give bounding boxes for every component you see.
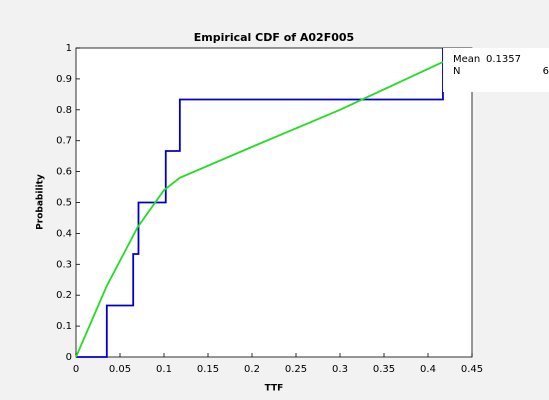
y-tick-label: 1: [66, 43, 72, 54]
y-tick-label: 0.5: [56, 198, 72, 209]
stats-box: Mean 0.1357 N 6: [443, 48, 549, 92]
y-tick-label: 0.9: [56, 74, 72, 85]
x-tick-label: 0.35: [373, 364, 395, 375]
y-tick-label: 0: [66, 352, 72, 363]
series-line: [76, 48, 444, 358]
x-tick-label: 0.1: [156, 364, 172, 375]
y-tick-label: 0.6: [56, 167, 72, 178]
y-tick-label: 0.4: [56, 228, 72, 239]
plot-area: [75, 47, 473, 358]
y-axis-label: Probability: [36, 174, 46, 230]
chart-title: Empirical CDF of A02F005: [194, 31, 354, 44]
x-tick-label: 0.25: [285, 364, 307, 375]
stats-value: 6: [543, 66, 549, 77]
x-tick-label: 0.3: [332, 364, 348, 375]
x-axis-label: TTF: [265, 384, 284, 394]
stats-value: 0.1357: [486, 54, 521, 65]
stats-label: N: [453, 66, 460, 77]
x-tick-label: 0: [73, 364, 79, 375]
y-tick-label: 0.1: [56, 321, 72, 332]
stats-background: [443, 48, 549, 92]
stats-label: Mean: [453, 54, 480, 65]
y-tick-label: 0.2: [56, 290, 72, 301]
x-tick-label: 0.4: [420, 364, 436, 375]
x-tick-label: 0.2: [244, 364, 260, 375]
y-tick-label: 0.8: [56, 105, 72, 116]
y-tick-label: 0.3: [56, 259, 72, 270]
x-tick-label: 0.15: [197, 364, 219, 375]
y-tick-label: 0.7: [56, 136, 72, 147]
x-tick-label: 0.05: [109, 364, 131, 375]
x-tick-label: 0.45: [461, 364, 483, 375]
series-line: [75, 61, 444, 358]
